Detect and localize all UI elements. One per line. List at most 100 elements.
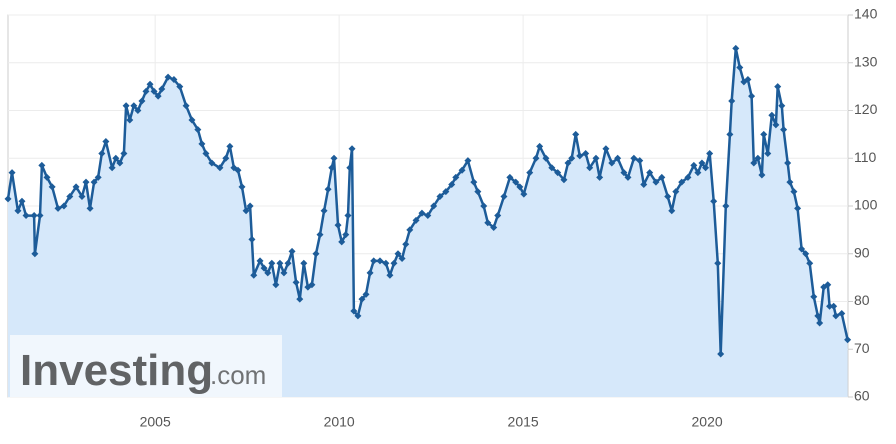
area — [8, 48, 848, 398]
marker — [82, 178, 90, 186]
line — [6, 47, 849, 356]
marker — [18, 197, 26, 205]
marker — [264, 269, 272, 277]
marker — [350, 307, 358, 315]
marker — [768, 111, 776, 119]
marker — [572, 130, 580, 138]
marker — [120, 149, 128, 157]
marker — [346, 164, 354, 172]
marker — [830, 302, 838, 310]
y-tick-label: 70 — [854, 340, 870, 356]
marker — [138, 97, 146, 105]
marker — [516, 183, 524, 191]
marker — [678, 178, 686, 186]
marker — [754, 154, 762, 162]
marker — [170, 75, 178, 83]
marker — [164, 73, 172, 81]
marker — [66, 192, 74, 200]
marker — [256, 257, 264, 265]
marker — [806, 259, 814, 267]
watermark-bg — [10, 335, 282, 397]
marker — [316, 231, 324, 239]
marker — [376, 257, 384, 265]
marker — [624, 173, 632, 181]
marker — [764, 149, 772, 157]
marker — [778, 102, 786, 110]
marker — [586, 164, 594, 172]
marker — [717, 350, 725, 358]
marker — [14, 207, 22, 215]
marker — [390, 259, 398, 267]
marker — [188, 116, 196, 124]
marker — [814, 312, 822, 320]
marker — [418, 209, 426, 217]
marker — [774, 83, 782, 91]
marker — [268, 259, 276, 267]
marker — [794, 204, 802, 212]
y-tick-label: 140 — [854, 6, 878, 22]
marker — [548, 164, 556, 172]
marker — [568, 154, 576, 162]
marker — [652, 178, 660, 186]
marker — [370, 257, 378, 265]
marker — [248, 235, 256, 243]
marker — [4, 195, 12, 203]
marker — [728, 97, 736, 105]
marker — [736, 64, 744, 72]
marker — [272, 281, 280, 289]
marker — [126, 116, 134, 124]
marker — [480, 202, 488, 210]
marker — [222, 154, 230, 162]
marker — [198, 140, 206, 148]
marker — [614, 154, 622, 162]
marker — [442, 188, 450, 196]
marker — [560, 176, 568, 184]
marker — [280, 269, 288, 277]
marker — [398, 255, 406, 263]
y-tick-label: 130 — [854, 53, 878, 69]
marker — [130, 102, 138, 110]
marker — [802, 250, 810, 258]
marker — [122, 102, 130, 110]
marker — [116, 159, 124, 167]
y-tick-label: 110 — [854, 149, 877, 165]
marker — [412, 216, 420, 224]
marker — [366, 269, 374, 277]
marker — [86, 204, 94, 212]
marker — [732, 44, 740, 52]
marker — [276, 259, 284, 267]
marker — [312, 250, 320, 258]
marker — [348, 145, 356, 153]
marker — [714, 259, 722, 267]
marker — [484, 219, 492, 227]
marker — [608, 159, 616, 167]
marker — [532, 154, 540, 162]
marker — [176, 83, 184, 91]
marker — [320, 207, 328, 215]
marker — [142, 87, 150, 95]
marker — [636, 157, 644, 165]
marker — [798, 245, 806, 253]
marker — [402, 240, 410, 248]
marker — [226, 142, 234, 150]
marker — [758, 171, 766, 179]
marker — [494, 212, 502, 220]
x-tick-label: 2010 — [324, 414, 355, 430]
marker — [94, 173, 102, 181]
marker — [640, 181, 648, 189]
marker — [750, 159, 758, 167]
marker — [48, 183, 56, 191]
marker — [658, 173, 666, 181]
marker — [748, 92, 756, 100]
marker — [430, 202, 438, 210]
x-tick-label: 2005 — [140, 414, 171, 430]
marker — [500, 192, 508, 200]
marker — [354, 312, 362, 320]
marker — [826, 302, 834, 310]
marker — [216, 164, 224, 172]
marker — [664, 192, 672, 200]
marker — [520, 190, 528, 198]
marker — [706, 149, 714, 157]
marker — [234, 166, 242, 174]
marker — [694, 169, 702, 177]
